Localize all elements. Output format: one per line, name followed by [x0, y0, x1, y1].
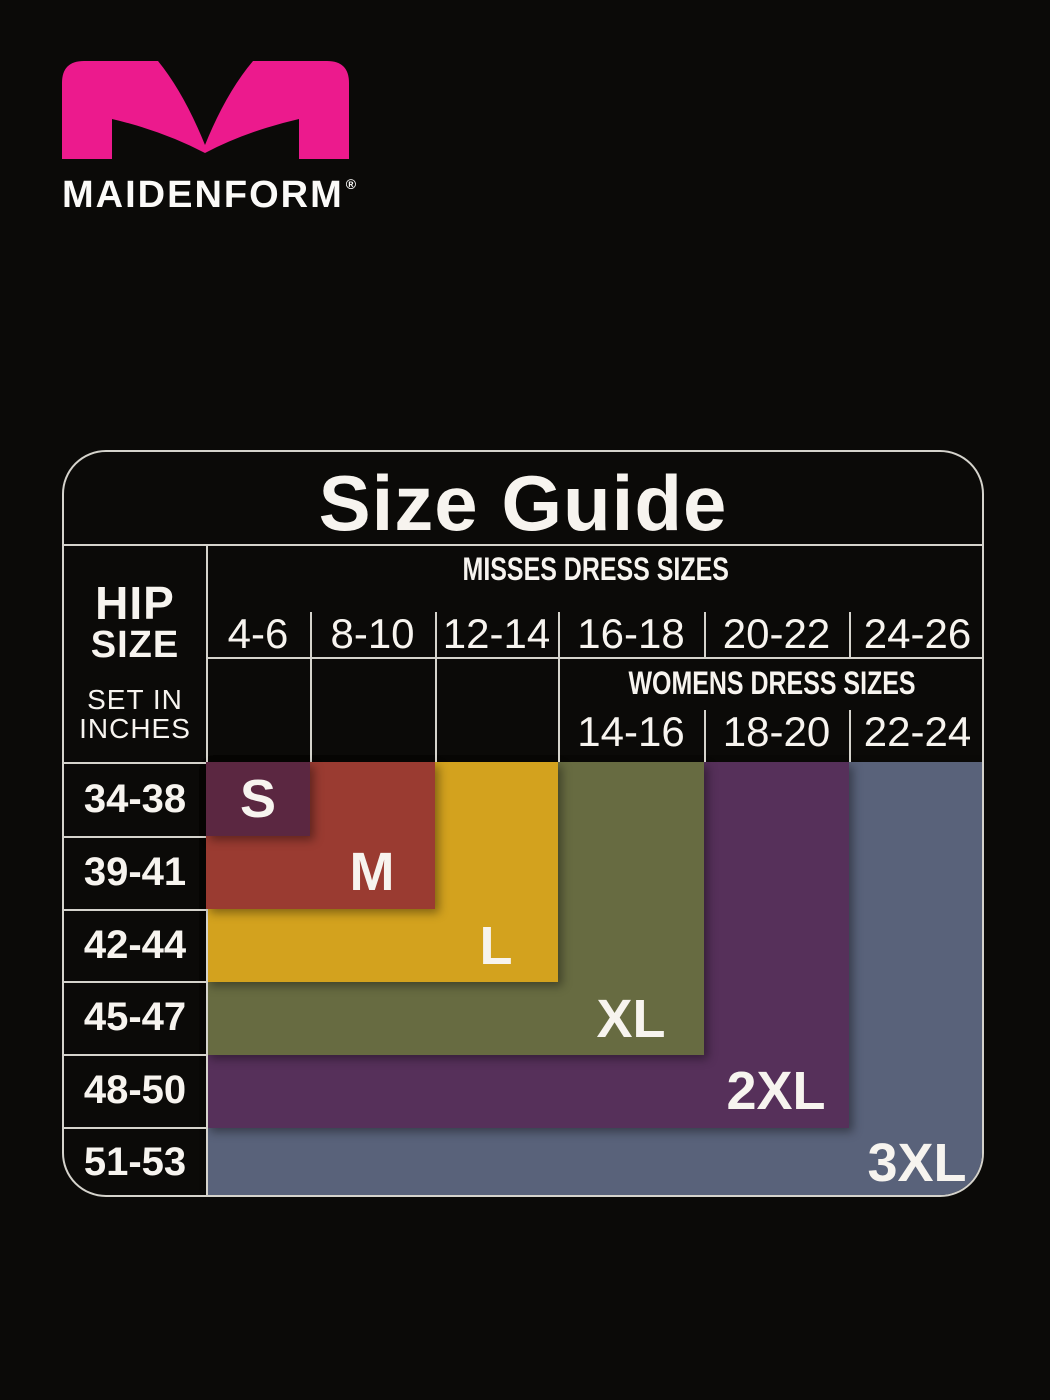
- size-block-label-s: S: [239, 769, 277, 829]
- divider-line: [310, 612, 312, 762]
- m-shape: [62, 61, 349, 159]
- divider-line: [64, 1054, 206, 1056]
- hip-row-label-3: 42-44: [83, 923, 187, 967]
- divider-line: [64, 981, 206, 983]
- womens-size-col-1: 14-16: [577, 708, 685, 755]
- size-block-label-l: L: [479, 916, 513, 976]
- divider-line: [704, 710, 706, 762]
- size-block-label-3xl: 3XL: [867, 1133, 967, 1193]
- misses-size-col-5: 20-22: [722, 610, 831, 657]
- brand-logo: MAIDENFORM ®: [62, 60, 382, 217]
- hip-row-label-2: 39-41: [83, 850, 187, 894]
- divider-line: [64, 909, 206, 911]
- misses-size-col-2: 8-10: [330, 610, 415, 657]
- divider-line: [849, 612, 851, 657]
- womens-size-col-3: 22-24: [863, 708, 972, 755]
- womens-dress-sizes-text: WOMENS DRESS SIZES: [628, 665, 916, 701]
- set-in-inches-note-line1: SET IN: [87, 684, 183, 715]
- maidenform-m-icon: [62, 61, 349, 159]
- size-block-label-2xl: 2XL: [726, 1061, 826, 1121]
- size-guide-title: Size Guide: [318, 459, 728, 547]
- size-block-s: [206, 762, 310, 836]
- womens-dress-sizes-header: WOMENS DRESS SIZES: [558, 664, 982, 702]
- misses-size-col-4: 16-18: [577, 610, 685, 657]
- misses-size-col-6: 24-26: [863, 610, 972, 657]
- hip-size-label-line1: HIP: [95, 577, 175, 629]
- divider-line: [206, 657, 982, 659]
- hip-row-label-5: 48-50: [83, 1068, 187, 1112]
- divider-line: [558, 612, 560, 762]
- brand-name-text: MAIDENFORM: [62, 174, 344, 216]
- set-in-inches-note-line2: INCHES: [79, 713, 191, 744]
- hip-row-label-1: 34-38: [83, 777, 187, 821]
- divider-line: [64, 1127, 206, 1129]
- brand-name: MAIDENFORM ®: [62, 174, 382, 217]
- womens-size-col-2: 18-20: [722, 708, 831, 755]
- divider-line: [704, 612, 706, 657]
- registered-mark: ®: [345, 176, 357, 192]
- hip-size-label-line2: SIZE: [90, 624, 180, 666]
- hip-row-label-6: 51-53: [83, 1140, 187, 1184]
- divider-line: [435, 612, 437, 762]
- misses-size-col-1: 4-6: [227, 610, 289, 657]
- size-blocks-area: S M L XL 2XL 3XL: [206, 762, 982, 1195]
- divider-line: [64, 836, 206, 838]
- hip-row-label-4: 45-47: [83, 995, 187, 1039]
- divider-line: [64, 544, 982, 546]
- size-guide-panel: Size Guide HIP SIZE SET IN INCHES MISSES…: [62, 450, 984, 1197]
- misses-dress-sizes-header: MISSES DRESS SIZES: [206, 550, 982, 588]
- misses-dress-sizes-text: MISSES DRESS SIZES: [462, 551, 730, 587]
- misses-size-col-3: 12-14: [442, 610, 551, 657]
- size-block-label-xl: XL: [596, 989, 666, 1049]
- size-block-label-m: M: [349, 842, 395, 902]
- divider-line: [64, 762, 206, 764]
- divider-line: [849, 710, 851, 762]
